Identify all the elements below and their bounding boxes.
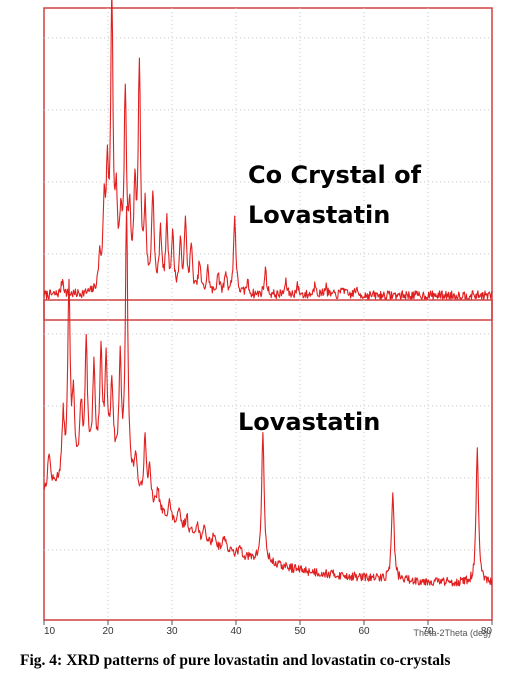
- figure-caption-text: XRD patterns of pure lovastatin and lova…: [66, 652, 451, 669]
- x-tick-label: 20: [102, 626, 114, 637]
- x-tick-label: 50: [294, 626, 306, 637]
- x-axis-title: Theta-2Theta (deg): [413, 628, 491, 638]
- co-crystal-panel: Co Crystal of Lovastatin: [43, 0, 493, 321]
- co-crystal-xrd-trace: [43, 0, 493, 301]
- xrd-figure: Co Crystal of Lovastatin Lovastatin 10 20…: [43, 0, 493, 638]
- x-tick-label: 30: [166, 626, 178, 637]
- co-crystal-label-line1: Co Crystal of: [248, 161, 422, 189]
- lovastatin-grid: [44, 300, 492, 620]
- x-tick-label: 80: [481, 626, 493, 637]
- co-crystal-grid: [44, 8, 492, 320]
- co-crystal-label-line2: Lovastatin: [248, 201, 390, 229]
- figure-caption-label: Fig. 4:: [20, 652, 63, 669]
- x-tick-label: 70: [422, 626, 434, 637]
- x-tick-label: 10: [44, 626, 56, 637]
- figure-caption: Fig. 4: XRD patterns of pure lovastatin a…: [20, 651, 520, 670]
- x-tick-label: 60: [358, 626, 370, 637]
- lovastatin-panel: Lovastatin 10 20 30 40 50 60 70 80 Theta-2Theta…: [43, 205, 493, 638]
- lovastatin-label: Lovastatin: [238, 408, 380, 436]
- lovastatin-panel-frame: [43, 299, 493, 621]
- x-tick-label: 40: [230, 626, 242, 637]
- co-crystal-panel-frame: [43, 7, 493, 321]
- co-crystal-label: Co Crystal of Lovastatin: [248, 161, 429, 229]
- lovastatin-xrd-trace: [43, 205, 493, 587]
- x-axis: 10 20 30 40 50 60 70 80: [43, 620, 493, 637]
